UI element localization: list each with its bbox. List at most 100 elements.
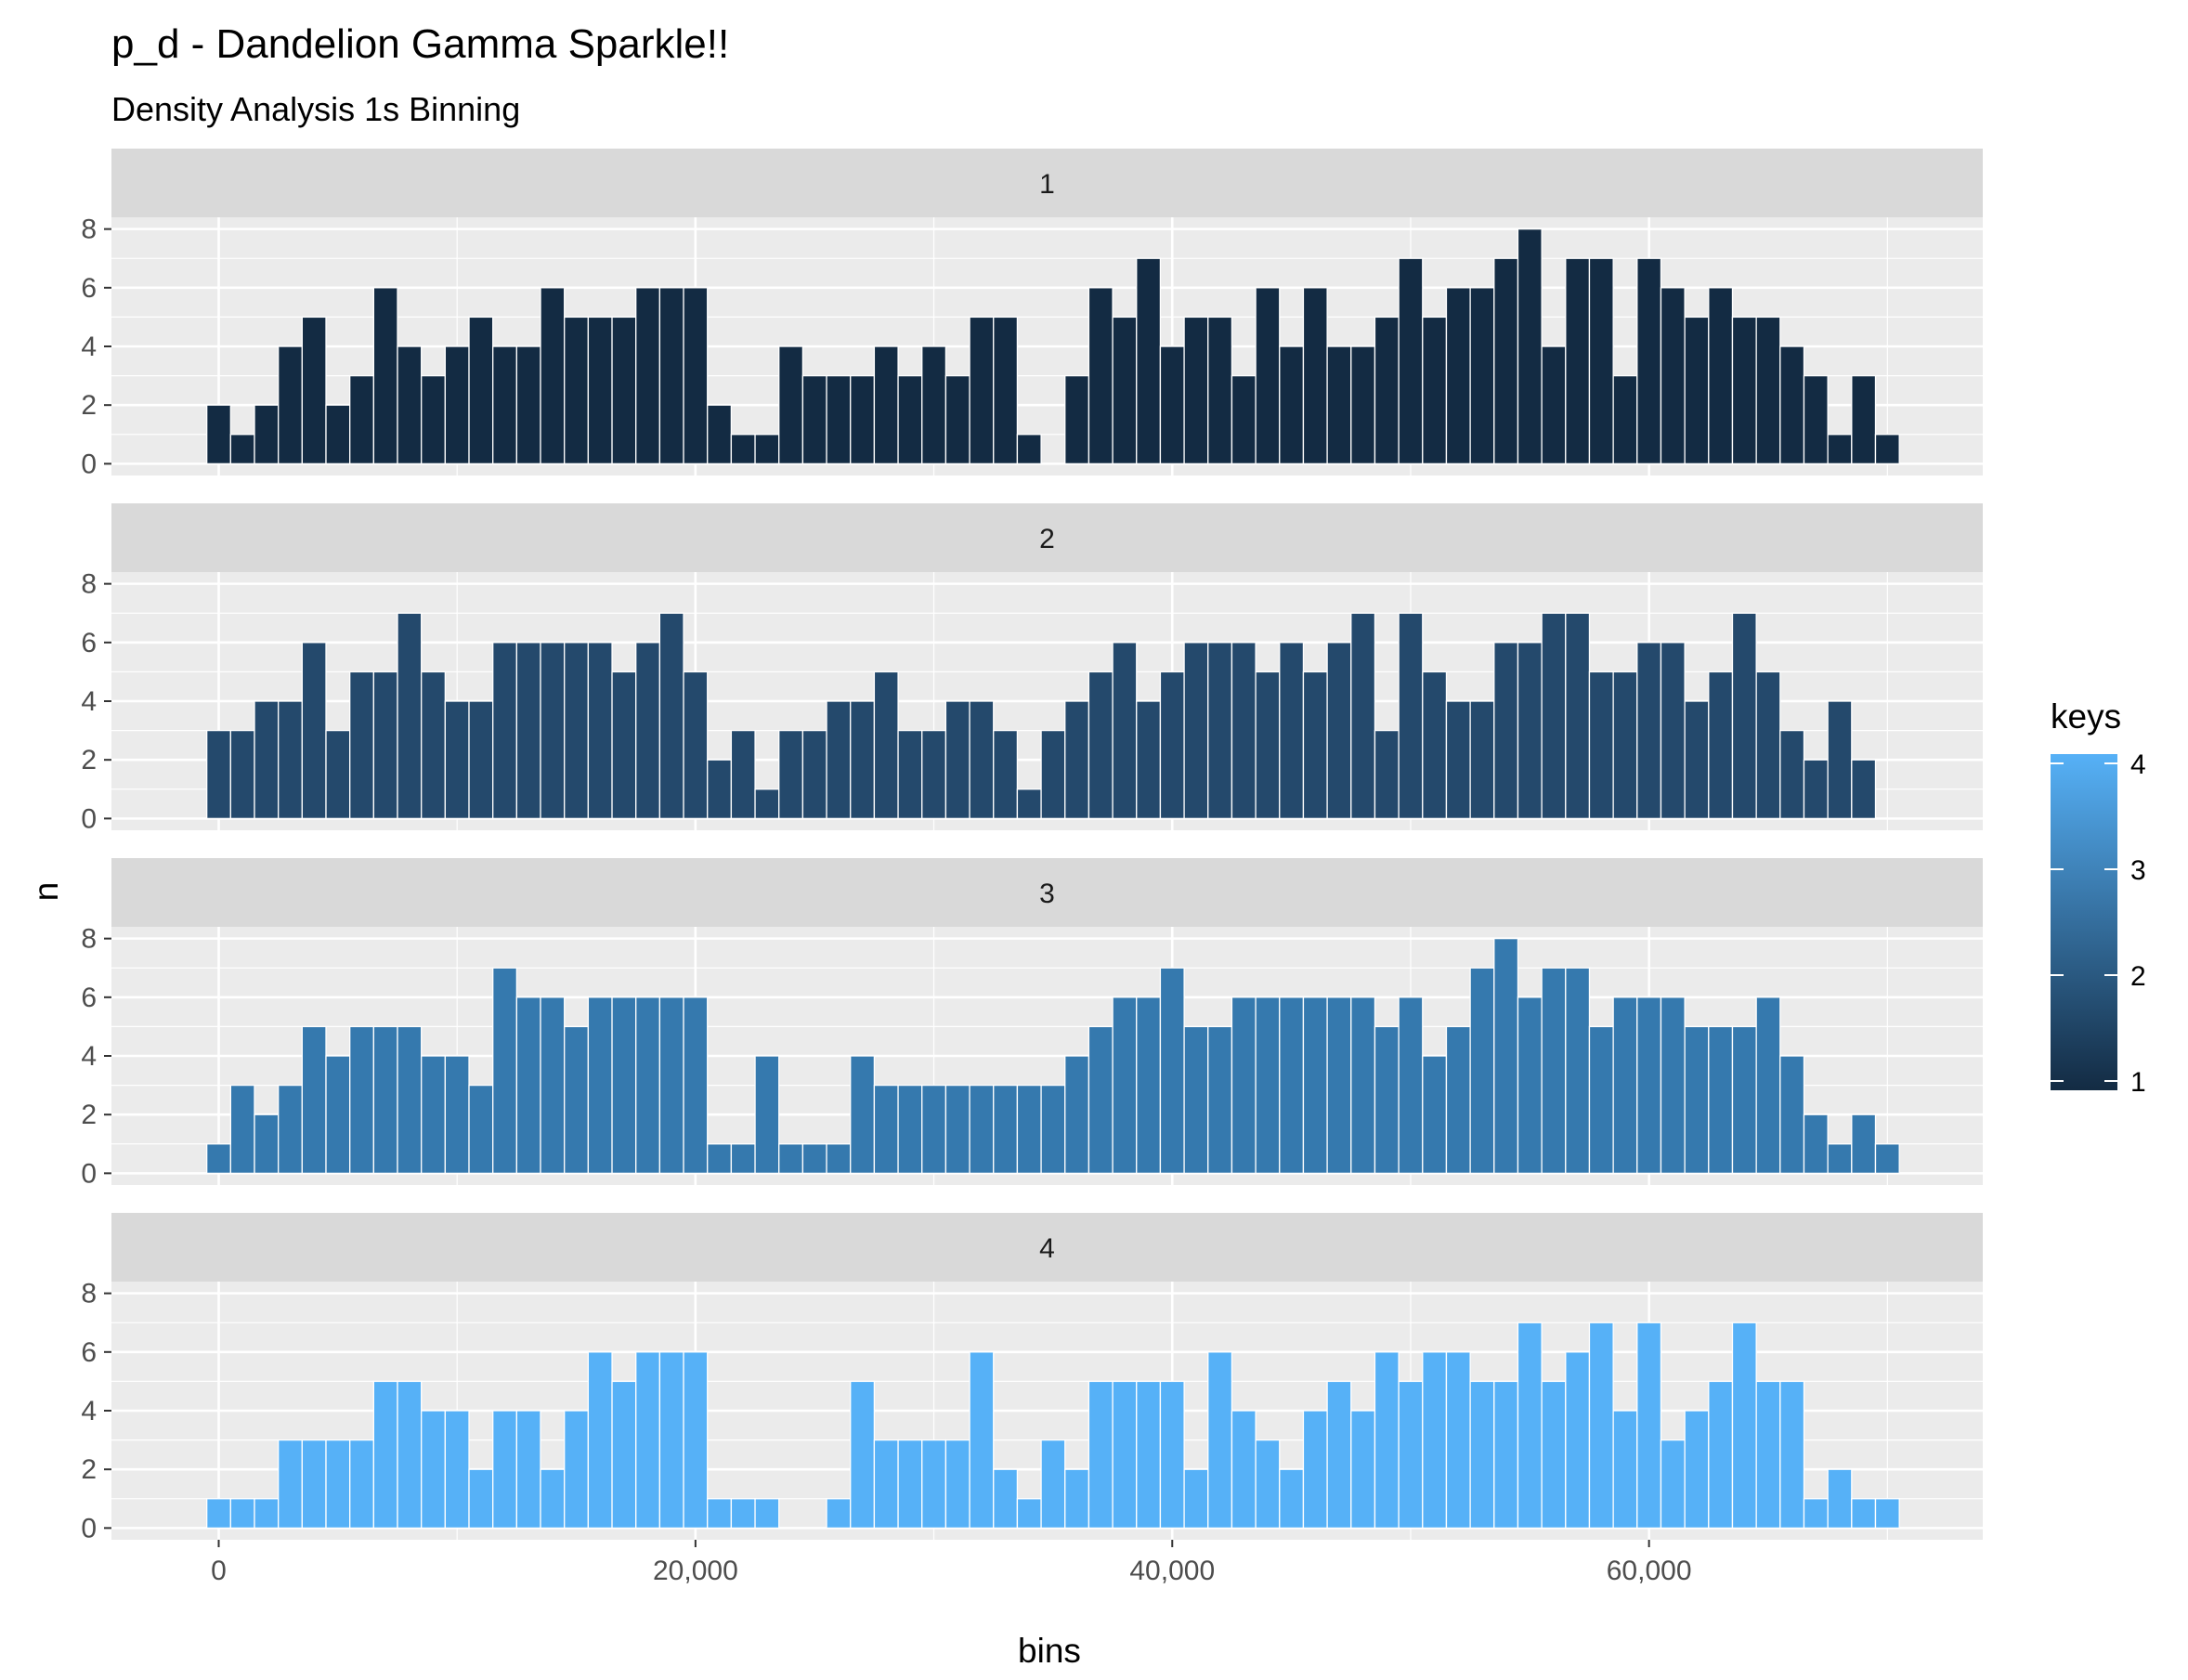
bar [754, 788, 780, 820]
bar [1755, 671, 1781, 820]
bar [1541, 1380, 1567, 1530]
bar [1183, 642, 1209, 820]
bar [1565, 612, 1591, 820]
bar [1398, 257, 1424, 465]
bar [254, 1498, 280, 1530]
bar [611, 671, 637, 820]
bar [1517, 1322, 1543, 1530]
bar [1350, 345, 1376, 465]
bar [1445, 700, 1471, 820]
bar [801, 374, 827, 465]
bar [1040, 729, 1066, 820]
bar [944, 1439, 970, 1530]
bar [564, 1025, 590, 1175]
bar [873, 671, 899, 820]
bar [1326, 345, 1352, 465]
bar [492, 967, 518, 1175]
x-axis-title: bins [1018, 1632, 1081, 1670]
bar [1159, 671, 1185, 820]
bar [1183, 1468, 1209, 1530]
bar [1302, 996, 1328, 1175]
bar [421, 671, 447, 820]
bar [1803, 1113, 1829, 1175]
bar [1326, 996, 1352, 1175]
x-tick-label: 60,000 [1607, 1556, 1692, 1586]
bar [707, 404, 733, 465]
bar [873, 1439, 899, 1530]
bar [278, 1084, 304, 1175]
bar [1827, 1468, 1853, 1530]
y-tick-label: 0 [81, 1158, 97, 1189]
bar [707, 759, 733, 820]
bar [278, 1439, 304, 1530]
bar [683, 1351, 709, 1530]
bar [1755, 1380, 1781, 1530]
bar [1302, 671, 1328, 820]
bar [730, 434, 756, 465]
bar [444, 1055, 470, 1175]
bar [1112, 642, 1138, 820]
bar [1087, 287, 1114, 465]
bar [206, 729, 231, 820]
bar [372, 1380, 398, 1530]
facet-strip [111, 503, 1983, 572]
facet-panel-1: 1 0 2 4 6 8 [81, 149, 1983, 479]
facet-bars [206, 1322, 1900, 1530]
y-tick-label: 0 [81, 449, 97, 479]
bar [1612, 1410, 1638, 1530]
bar [229, 1498, 255, 1530]
bar [1231, 374, 1257, 465]
bar [730, 1498, 756, 1530]
bar [707, 1143, 733, 1175]
bar [1803, 759, 1829, 820]
bar [730, 1143, 756, 1175]
y-tick-label: 6 [81, 628, 97, 658]
bar [1874, 1498, 1900, 1530]
bar [587, 1351, 613, 1530]
bar [421, 1055, 447, 1175]
bar [897, 374, 923, 465]
bar [730, 729, 756, 820]
bar [229, 1084, 255, 1175]
bar [397, 345, 423, 465]
bar [1779, 345, 1805, 465]
bar [278, 345, 304, 465]
bar [778, 1143, 804, 1175]
bar [1422, 1055, 1448, 1175]
bar [1708, 1380, 1734, 1530]
bar [683, 996, 709, 1175]
facet-panels: 1 0 2 4 6 8 2 0 2 4 6 8 3 0 2 4 6 8 4 0 2 4 6 8 0 20,000 40,000 60,… [81, 149, 1983, 1586]
bar [944, 374, 970, 465]
x-tick-label: 40,000 [1129, 1556, 1215, 1586]
bar [921, 1439, 947, 1530]
y-tick-label: 8 [81, 569, 97, 600]
bar [1350, 1410, 1376, 1530]
facet-strip-label: 3 [1039, 879, 1055, 909]
bar [1636, 257, 1662, 465]
bar [1087, 1380, 1114, 1530]
y-tick-label: 4 [81, 686, 97, 717]
bar [658, 287, 684, 465]
bar [1016, 788, 1042, 820]
bar [1827, 1143, 1853, 1175]
facet-bars [206, 612, 1877, 820]
bar [1541, 345, 1567, 465]
bar [993, 316, 1019, 465]
bar [468, 1468, 494, 1530]
bar [1779, 729, 1805, 820]
bar [1636, 996, 1662, 1175]
bar [683, 671, 709, 820]
bar [1565, 967, 1591, 1175]
bar [1660, 996, 1686, 1175]
bar [468, 316, 494, 465]
bar [1588, 257, 1614, 465]
bar [1326, 642, 1352, 820]
bar [801, 1143, 827, 1175]
bar [1207, 1351, 1233, 1530]
y-tick-label: 0 [81, 803, 97, 834]
bar [1517, 642, 1543, 820]
bar [635, 996, 661, 1175]
bar [1136, 1380, 1162, 1530]
y-axis-title: n [27, 882, 65, 902]
bar [1874, 434, 1900, 465]
